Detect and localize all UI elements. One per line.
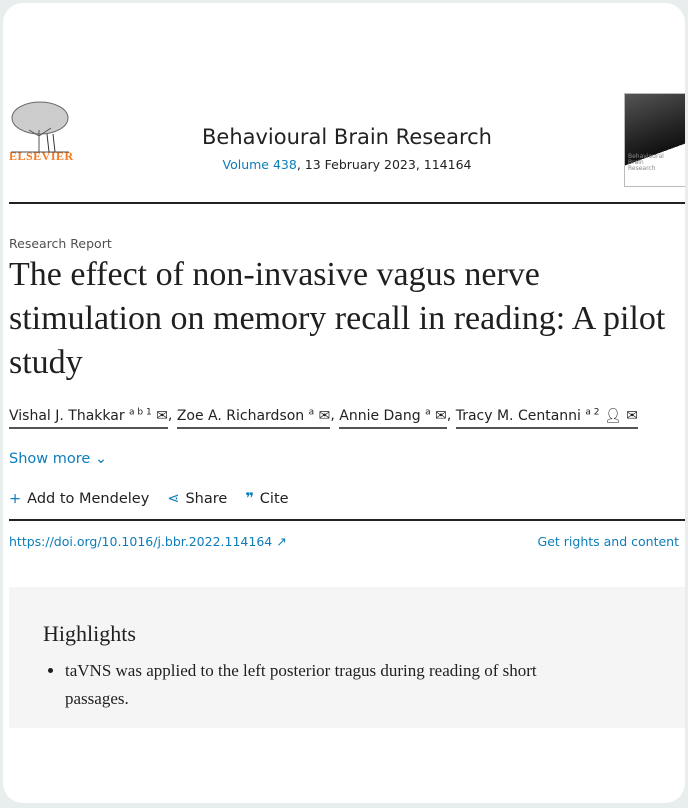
show-more-button[interactable]: Show more ⌄ bbox=[9, 451, 108, 467]
article-actions: + Add to Mendeley ⋖ Share ❞ Cite bbox=[9, 491, 289, 507]
share-button[interactable]: ⋖ Share bbox=[167, 491, 228, 507]
plus-icon: + bbox=[9, 491, 22, 507]
page-frame: ELSEVIER Behavioural Brain Research Volu… bbox=[3, 3, 685, 803]
author-link[interactable]: Vishal J. Thakkar a b 1 ✉ bbox=[9, 407, 168, 429]
email-icon[interactable]: ✉ bbox=[318, 407, 331, 424]
external-link-icon: ↗ bbox=[276, 534, 287, 549]
highlights-list: taVNS was applied to the left posterior … bbox=[43, 657, 565, 713]
cite-button[interactable]: ❞ Cite bbox=[245, 491, 289, 507]
highlights-section: Highlights taVNS was applied to the left… bbox=[9, 587, 685, 728]
header-divider bbox=[9, 202, 685, 204]
actions-divider bbox=[9, 519, 685, 521]
elsevier-tree-logo[interactable] bbox=[9, 93, 71, 163]
highlights-heading: Highlights bbox=[43, 621, 136, 646]
cover-text: Behavioural Brain Research bbox=[628, 153, 664, 172]
issue-date: , 13 February 2023, 114164 bbox=[296, 157, 472, 172]
volume-info: Volume 438, 13 February 2023, 114164 bbox=[3, 157, 685, 172]
author-link[interactable]: Tracy M. Centanni a 2 👤︎ ✉ bbox=[455, 407, 638, 429]
author-link[interactable]: Zoe A. Richardson a ✉ bbox=[176, 407, 331, 429]
article-title: The effect of non-invasive vagus nerve s… bbox=[9, 256, 666, 381]
doi-link[interactable]: https://doi.org/10.1016/j.bbr.2022.11416… bbox=[9, 534, 287, 549]
volume-link[interactable]: Volume 438 bbox=[222, 157, 297, 172]
highlight-item: taVNS was applied to the left posterior … bbox=[65, 657, 565, 713]
journal-cover-image[interactable]: Behavioural Brain Research bbox=[624, 93, 685, 187]
email-icon[interactable]: ✉ bbox=[156, 407, 168, 424]
elsevier-wordmark: ELSEVIER bbox=[9, 149, 74, 163]
share-icon: ⋖ bbox=[167, 491, 180, 507]
author-list: Vishal J. Thakkar a b 1 ✉, Zoe A. Richar… bbox=[9, 407, 638, 429]
email-icon[interactable]: ✉ bbox=[435, 407, 447, 424]
email-icon[interactable]: ✉ bbox=[626, 407, 638, 424]
author-link[interactable]: Annie Dang a ✉ bbox=[339, 407, 447, 429]
add-to-mendeley-button[interactable]: + Add to Mendeley bbox=[9, 491, 150, 507]
person-icon[interactable]: 👤︎ bbox=[603, 407, 622, 424]
get-rights-link[interactable]: Get rights and content bbox=[537, 534, 679, 549]
chevron-down-icon: ⌄ bbox=[94, 451, 108, 467]
journal-title[interactable]: Behavioural Brain Research bbox=[202, 125, 492, 149]
article-type: Research Report bbox=[9, 236, 112, 251]
quote-icon: ❞ bbox=[245, 491, 254, 507]
